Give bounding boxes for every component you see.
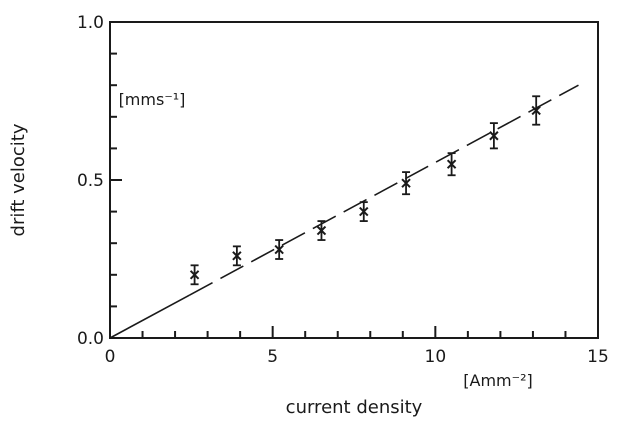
x-marker xyxy=(274,244,284,255)
x-axis-unit: [Amm⁻²] xyxy=(463,371,532,390)
x-tick-label: 0 xyxy=(105,347,116,367)
y-tick-label: 1.0 xyxy=(77,13,104,33)
x-marker xyxy=(531,105,541,116)
fit-line-group xyxy=(109,84,579,339)
x-tick-label: 15 xyxy=(587,347,609,367)
fit-line-solid xyxy=(109,294,191,339)
plot-frame xyxy=(109,21,599,339)
y-tick-label: 0.0 xyxy=(77,329,104,349)
x-marker xyxy=(401,178,411,188)
data-points xyxy=(189,95,541,286)
axis-ticks xyxy=(109,21,599,339)
x-marker xyxy=(232,251,242,261)
x-marker xyxy=(489,131,499,141)
x-tick-label: 5 xyxy=(267,347,278,367)
x-marker xyxy=(446,159,457,169)
data-point xyxy=(232,245,242,267)
y-axis-unit: [mms⁻¹] xyxy=(119,90,186,109)
data-point xyxy=(316,220,327,241)
x-axis-title: current density xyxy=(286,397,423,418)
data-point xyxy=(489,122,499,150)
data-point xyxy=(531,95,541,126)
data-point xyxy=(446,152,457,177)
data-point xyxy=(401,171,411,196)
x-marker xyxy=(189,270,200,280)
y-axis-title: drift velocity xyxy=(8,123,29,236)
axis-labels: 0 5 10 15 0.0 0.5 1.0 xyxy=(77,13,609,367)
x-marker xyxy=(316,225,327,236)
data-point xyxy=(359,201,369,222)
x-tick-label: 10 xyxy=(425,347,447,367)
data-point xyxy=(189,264,200,286)
y-tick-label: 0.5 xyxy=(77,171,104,191)
fit-line-dashed xyxy=(189,84,579,296)
data-point xyxy=(274,239,284,260)
x-marker xyxy=(359,206,369,217)
